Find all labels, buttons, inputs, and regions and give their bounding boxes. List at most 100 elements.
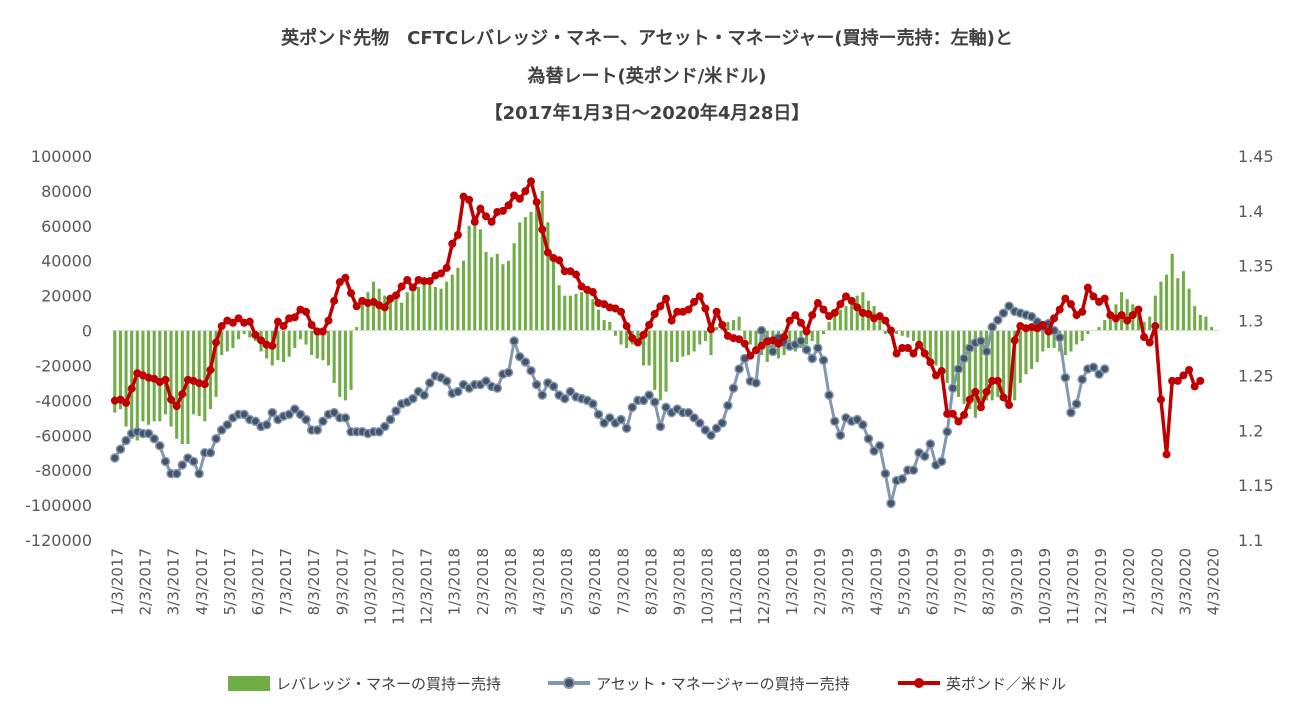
leveraged-bar — [715, 327, 719, 331]
leveraged-bar — [968, 330, 972, 410]
leveraged-bar — [501, 264, 505, 331]
right-tick-label: 1.35 — [1238, 257, 1274, 276]
leveraged-bar — [1198, 314, 1202, 331]
leveraged-bar — [450, 274, 454, 331]
gbp-point — [307, 320, 316, 329]
leveraged-bar — [613, 330, 617, 336]
leveraged-bar — [1103, 320, 1107, 331]
chart-title-line-3: 【2017年1月3日～2020年4月28日】 — [484, 103, 810, 124]
x-tick-label: 9/3/2019 — [1008, 548, 1026, 615]
leveraged-bar — [411, 292, 415, 331]
gbp-point — [122, 398, 131, 407]
asset-point — [329, 407, 339, 418]
left-axis-ticks: 100000 80000 60000 40000 20000 0 -20000 -40000 -… — [25, 147, 92, 550]
leveraged-bar — [602, 320, 606, 331]
gbp-point — [751, 346, 760, 355]
chart-title-line-1: 英ポンド先物 CFTCレバレッジ・マネー、アセット・マネージャー(買持ー売持：左… — [281, 28, 1013, 49]
asset-point — [531, 379, 542, 390]
gbp-point — [830, 308, 839, 317]
gbp-point — [853, 303, 862, 312]
leveraged-bar — [664, 330, 668, 392]
gbp-point — [645, 320, 654, 329]
gbp-point — [347, 289, 356, 298]
asset-point — [605, 413, 615, 423]
leveraged-bar — [647, 330, 651, 366]
gbp-point — [808, 311, 817, 320]
asset-point — [734, 364, 744, 374]
asset-point — [121, 435, 131, 446]
leveraged-bar — [1108, 313, 1112, 331]
asset-point — [188, 456, 199, 467]
gbp-point — [268, 341, 277, 350]
asset-point — [115, 444, 126, 454]
gbp-point — [796, 318, 805, 327]
gbp-point — [521, 187, 530, 196]
leveraged-bar — [619, 330, 623, 345]
leveraged-bar — [878, 313, 882, 331]
gbp-point — [948, 409, 957, 418]
asset-point — [683, 407, 694, 418]
left-tick-label: 40000 — [41, 252, 92, 271]
leveraged-bar — [653, 330, 657, 390]
asset-point — [160, 456, 171, 467]
asset-point — [239, 409, 249, 420]
asset-point — [852, 414, 862, 425]
leveraged-bar — [973, 330, 977, 418]
leveraged-bar — [377, 288, 381, 331]
gbp-point — [1100, 294, 1109, 303]
asset-point — [953, 364, 964, 374]
asset-point — [216, 425, 227, 435]
gbp-point — [622, 322, 631, 331]
leveraged-bar — [439, 288, 443, 331]
asset-point — [863, 434, 874, 444]
leveraged-bar — [287, 330, 291, 357]
leveraged-bar — [428, 285, 432, 331]
x-tick-label: 10/3/2018 — [699, 548, 717, 625]
asset-point — [768, 346, 778, 357]
x-tick-label: 4/3/2017 — [193, 548, 211, 615]
asset-point — [503, 367, 514, 378]
leveraged-bar — [388, 299, 392, 331]
asset-point — [644, 390, 654, 400]
asset-point — [537, 390, 548, 400]
leveraged-bar — [1035, 330, 1039, 362]
leveraged-bar — [928, 330, 932, 362]
gbp-point — [212, 338, 221, 347]
asset-point — [1071, 399, 1082, 409]
gbp-point — [960, 410, 969, 419]
leveraged-bar — [1148, 316, 1152, 331]
leveraged-bar — [996, 330, 1000, 397]
leveraged-bar — [979, 330, 983, 408]
legend-swatch-gbp-marker — [914, 678, 924, 688]
gbp-point — [937, 367, 946, 376]
asset-point — [919, 451, 930, 461]
right-tick-label: 1.45 — [1238, 147, 1274, 166]
asset-point — [261, 420, 272, 430]
asset-point — [453, 386, 463, 397]
gbp-point — [1190, 382, 1199, 391]
x-tick-label: 12/3/2019 — [1092, 548, 1110, 625]
left-tick-label: -100000 — [25, 496, 92, 515]
asset-point — [908, 465, 919, 475]
right-tick-label: 1.25 — [1238, 366, 1274, 385]
asset-point — [813, 343, 823, 353]
leveraged-bar — [1142, 321, 1146, 331]
gbp-point — [864, 309, 873, 318]
leveraged-bar — [298, 330, 302, 340]
leveraged-bar — [737, 316, 741, 331]
gbp-point — [735, 335, 744, 344]
asset-point — [385, 414, 396, 425]
leveraged-bar — [1024, 330, 1028, 375]
gbp-point — [1089, 292, 1098, 301]
gbp-point — [819, 305, 828, 314]
gbp-point — [538, 225, 547, 234]
asset-point — [318, 416, 328, 427]
gbp-point — [690, 297, 699, 306]
gbp-point — [915, 340, 924, 349]
leveraged-bar — [192, 330, 196, 415]
asset-point — [824, 390, 834, 400]
leveraged-bar — [934, 330, 938, 366]
leveraged-bar — [214, 330, 218, 397]
asset-point — [425, 378, 435, 388]
gbp-point — [673, 307, 682, 316]
